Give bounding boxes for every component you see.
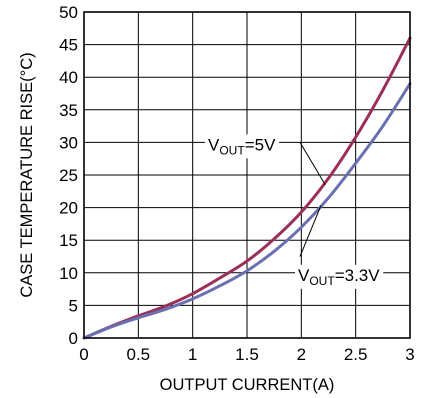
y-tick-label: 40 bbox=[59, 68, 78, 87]
annotation-vout-3v3: VOUT=3.3V bbox=[295, 205, 384, 289]
x-tick-label: 2.5 bbox=[344, 345, 368, 364]
y-tick-label: 20 bbox=[59, 199, 78, 218]
y-tick-label: 50 bbox=[59, 3, 78, 22]
annotation-label-3v3: VOUT=3.3V bbox=[298, 266, 380, 288]
y-axis-label: CASE TEMPERATURE RISE(°C) bbox=[18, 52, 36, 297]
y-tick-label: 30 bbox=[59, 133, 78, 152]
annotation-3v3-sub: OUT bbox=[309, 274, 335, 288]
y-tick-label: 25 bbox=[59, 166, 78, 185]
y-tick-label: 0 bbox=[69, 329, 78, 348]
series-layer bbox=[82, 36, 412, 340]
x-tick-label: 1 bbox=[188, 345, 197, 364]
x-tick-label: 3 bbox=[405, 345, 414, 364]
annotation-bg-3v3 bbox=[295, 264, 384, 289]
x-tick-label: 0.5 bbox=[127, 345, 151, 364]
annotation-vout-5v: VOUT=5V bbox=[205, 134, 326, 186]
x-tick-label: 1.5 bbox=[235, 345, 259, 364]
y-tick-label: 15 bbox=[59, 231, 78, 250]
y-tick-label: 5 bbox=[69, 296, 78, 315]
annotation-3v3-main: V bbox=[298, 266, 310, 285]
y-tick-label: 45 bbox=[59, 36, 78, 55]
x-tick-label: 2 bbox=[297, 345, 306, 364]
y-tick-label: 35 bbox=[59, 101, 78, 120]
annotation-leader-5v bbox=[299, 142, 326, 186]
series-line-vout5 bbox=[82, 36, 412, 340]
annotation-3v3-tail: =3.3V bbox=[335, 266, 381, 285]
annotation-label-5v: VOUT=5V bbox=[208, 135, 276, 157]
plot-frame bbox=[83, 11, 411, 339]
y-tick-label: 10 bbox=[59, 264, 78, 283]
series-line-vout33 bbox=[82, 82, 412, 340]
x-tick-label: 0 bbox=[79, 345, 88, 364]
annotation-5v-tail: =5V bbox=[245, 135, 276, 154]
x-axis-label: OUTPUT CURRENT(A) bbox=[160, 376, 335, 394]
annotation-5v-main: V bbox=[208, 135, 220, 154]
annotation-5v-sub: OUT bbox=[219, 143, 245, 157]
grid bbox=[83, 11, 411, 339]
annotation-leader-3v3 bbox=[299, 205, 322, 257]
annotation-bg-5v bbox=[205, 134, 280, 159]
